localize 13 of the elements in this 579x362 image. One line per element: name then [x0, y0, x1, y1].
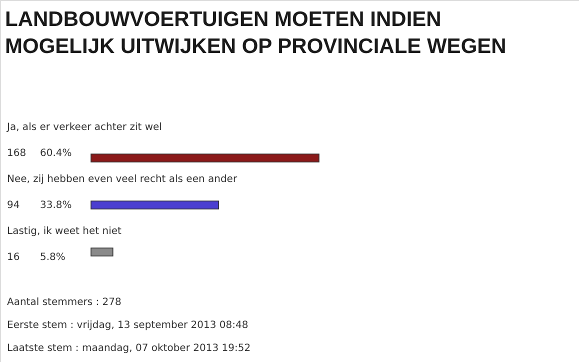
y-tick-label: Nee, zij hebben even veel recht als een ander: [7, 174, 238, 185]
text: Aantal stemmers : 278: [7, 297, 122, 308]
data-label: 33.8%: [40, 200, 72, 211]
y-tick-label: Lastig, ik weet het niet: [7, 226, 122, 237]
text: Eerste stem : vrijdag, 13 september 2013 08:48: [7, 320, 248, 331]
chart-title: LANDBOUWVOERTUIGEN MOETEN INDIEN MOGELIJK UITWIJKEN OP PROVINCIALE WEGEN: [5, 8, 506, 58]
text: Laatste stem : maandag, 07 oktober 2013 19:52: [7, 343, 251, 354]
text: 168: [7, 148, 26, 159]
y-tick-label: Ja, als er verkeer achter zit wel: [6, 122, 162, 133]
data-label: 5.8%: [40, 252, 66, 263]
text: 16: [7, 252, 20, 263]
text: 94: [7, 200, 20, 211]
data-label: 60.4%: [40, 148, 72, 159]
